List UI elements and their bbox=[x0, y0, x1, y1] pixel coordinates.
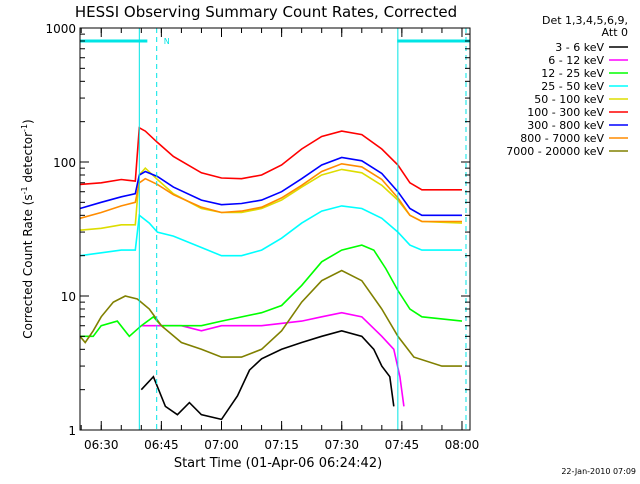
y-tick-label: 1 bbox=[68, 424, 76, 438]
legend-label-5: 100 - 300 keV bbox=[527, 106, 604, 119]
series-line-6 bbox=[79, 156, 462, 217]
y-tick-label: 10 bbox=[61, 290, 76, 304]
x-tick-label: 07:45 bbox=[385, 438, 420, 452]
series-line-8 bbox=[79, 269, 462, 367]
x-tick-label: 06:45 bbox=[144, 438, 179, 452]
y-axis-label-sup1: -1 bbox=[20, 186, 29, 194]
y-tick-label: 100 bbox=[53, 156, 76, 170]
series-line-2 bbox=[80, 244, 463, 338]
legend-label-8: 7000 - 20000 keV bbox=[506, 145, 604, 158]
series-lines bbox=[79, 126, 463, 421]
footer-timestamp: 22-Jan-2010 07:09 bbox=[561, 467, 636, 476]
series-line-1 bbox=[141, 311, 405, 407]
plot-frame bbox=[79, 27, 471, 431]
x-axis-label: Start Time (01-Apr-06 06:24:42) bbox=[174, 456, 382, 471]
legend-label-2: 12 - 25 keV bbox=[541, 67, 604, 80]
legend-label-6: 300 - 800 keV bbox=[527, 119, 604, 132]
x-axis-ticks: 06:30 06:45 07:00 07:15 07:30 07:45 08:00 bbox=[80, 28, 480, 452]
y-tick-label: 1000 bbox=[45, 22, 76, 36]
y-axis-label-sup2: -1 bbox=[20, 124, 29, 132]
x-tick-label: 07:30 bbox=[324, 438, 359, 452]
series-line-3 bbox=[79, 205, 462, 257]
x-tick-label: 07:00 bbox=[204, 438, 239, 452]
legend-label-3: 25 - 50 keV bbox=[541, 80, 604, 93]
legend-label-1: 6 - 12 keV bbox=[548, 54, 604, 67]
y-axis-ticks: 1 10 100 1000 bbox=[45, 22, 470, 438]
x-tick-label: 06:30 bbox=[84, 438, 119, 452]
annotations: N bbox=[80, 28, 470, 430]
night-marker-label: N bbox=[164, 37, 170, 46]
y-axis-label: Corrected Count Rate (s-1 detector-1) bbox=[20, 119, 35, 338]
y-axis-label-mid: detector bbox=[21, 132, 35, 187]
legend-header-line2: Att 0 bbox=[602, 26, 628, 39]
legend-label-7: 800 - 7000 keV bbox=[520, 132, 604, 145]
legend-header-line1: Det 1,3,4,5,6,9, bbox=[542, 14, 628, 27]
legend-label-0: 3 - 6 keV bbox=[555, 41, 604, 54]
y-axis-label-main: Corrected Count Rate (s bbox=[21, 194, 35, 338]
y-axis-label-end: ) bbox=[21, 119, 35, 124]
series-line-4 bbox=[79, 166, 463, 231]
x-tick-label: 08:00 bbox=[445, 438, 480, 452]
series-line-0 bbox=[140, 329, 395, 421]
x-tick-label: 07:15 bbox=[264, 438, 299, 452]
axes bbox=[79, 27, 471, 431]
series-line-5 bbox=[79, 126, 462, 191]
series-line-7 bbox=[79, 162, 462, 223]
chart-title: HESSI Observing Summary Count Rates, Cor… bbox=[75, 3, 457, 21]
legend-label-4: 50 - 100 keV bbox=[534, 93, 604, 106]
